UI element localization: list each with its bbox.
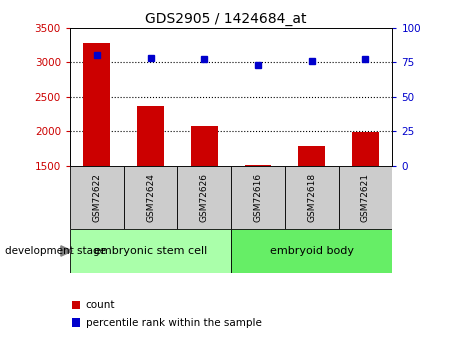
Text: count: count <box>86 300 115 310</box>
Bar <box>231 229 392 273</box>
Bar <box>137 106 164 166</box>
Bar <box>177 166 231 229</box>
Text: GSM72622: GSM72622 <box>92 173 101 222</box>
Text: GDS2905 / 1424684_at: GDS2905 / 1424684_at <box>145 12 306 26</box>
Text: GSM72624: GSM72624 <box>146 173 155 222</box>
Polygon shape <box>61 246 72 256</box>
Bar <box>124 166 177 229</box>
Text: GSM72626: GSM72626 <box>200 173 209 222</box>
Bar <box>298 146 325 166</box>
Text: GSM72621: GSM72621 <box>361 173 370 222</box>
Bar <box>70 166 124 229</box>
Text: embryoid body: embryoid body <box>270 246 354 256</box>
Bar <box>285 166 339 229</box>
Text: GSM72618: GSM72618 <box>307 173 316 222</box>
Bar <box>72 301 80 309</box>
Bar <box>72 318 80 327</box>
Bar <box>83 43 110 166</box>
Bar <box>244 165 272 166</box>
Bar <box>339 166 392 229</box>
Text: GSM72616: GSM72616 <box>253 173 262 222</box>
Bar <box>231 166 285 229</box>
Text: percentile rank within the sample: percentile rank within the sample <box>86 318 262 327</box>
Text: development stage: development stage <box>5 246 106 256</box>
Bar <box>70 229 231 273</box>
Bar <box>352 132 379 166</box>
Text: embryonic stem cell: embryonic stem cell <box>94 246 207 256</box>
Bar <box>191 126 218 166</box>
